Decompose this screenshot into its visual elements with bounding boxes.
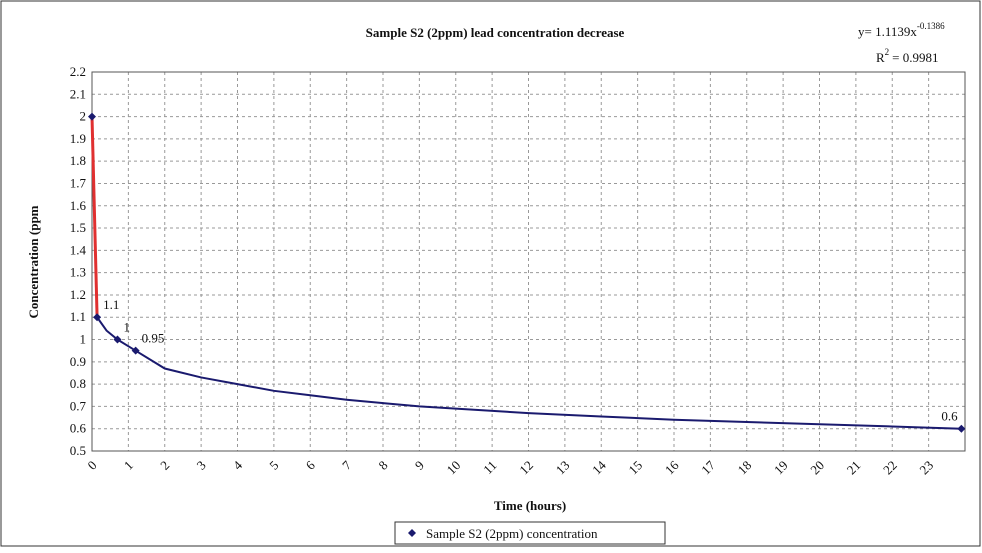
y-tick-label: 1 (80, 332, 87, 347)
y-tick-label: 1.1 (70, 309, 86, 324)
r2-base: R (876, 50, 885, 65)
y-tick-label: 0.7 (70, 398, 87, 413)
legend-label: Sample S2 (2ppm) concentration (426, 526, 598, 541)
y-tick-label: 2 (80, 109, 87, 124)
data-label: 0.6 (941, 409, 958, 424)
y-tick-label: 1.8 (70, 153, 86, 168)
y-tick-label: 0.6 (70, 421, 87, 436)
data-point (88, 112, 96, 121)
r2-value: = 0.9981 (892, 50, 938, 65)
y-tick-label: 2.2 (70, 64, 86, 79)
y-tick-label: 0.9 (70, 354, 86, 369)
y-tick-label: 0.5 (70, 443, 86, 458)
trend-line (96, 316, 962, 430)
data-label: 0.95 (142, 331, 165, 346)
y-tick-label: 1.9 (70, 131, 86, 146)
y-tick-label: 1.5 (70, 220, 86, 235)
series-line (90, 116, 99, 318)
data-label: 1.1 (103, 297, 119, 312)
y-axis-label: Concentration (ppm (26, 205, 41, 318)
equation-exponent: -0.1386 (917, 21, 945, 31)
legend (394, 521, 666, 545)
y-tick-label: 1.2 (70, 287, 86, 302)
equation: y= 1.1139x-0.1386 (858, 21, 945, 39)
x-axis-label: Time (hours) (494, 498, 566, 513)
r-squared: R2 = 0.9981 (876, 47, 939, 65)
chart-title: Sample S2 (2ppm) lead concentration decr… (366, 25, 625, 40)
y-tick-label: 0.8 (70, 376, 86, 391)
plot-frame (91, 71, 966, 452)
data-label: 1 (123, 320, 129, 335)
y-tick-label: 2.1 (70, 86, 86, 101)
y-tick-label: 1.4 (70, 242, 87, 257)
y-tick-label: 1.7 (70, 175, 87, 190)
legend-marker (408, 529, 416, 537)
r2-exponent: 2 (885, 47, 890, 57)
y-tick-label: 1.6 (70, 198, 87, 213)
equation-base: y= 1.1139x (858, 24, 917, 39)
y-tick-label: 1.3 (70, 265, 86, 280)
